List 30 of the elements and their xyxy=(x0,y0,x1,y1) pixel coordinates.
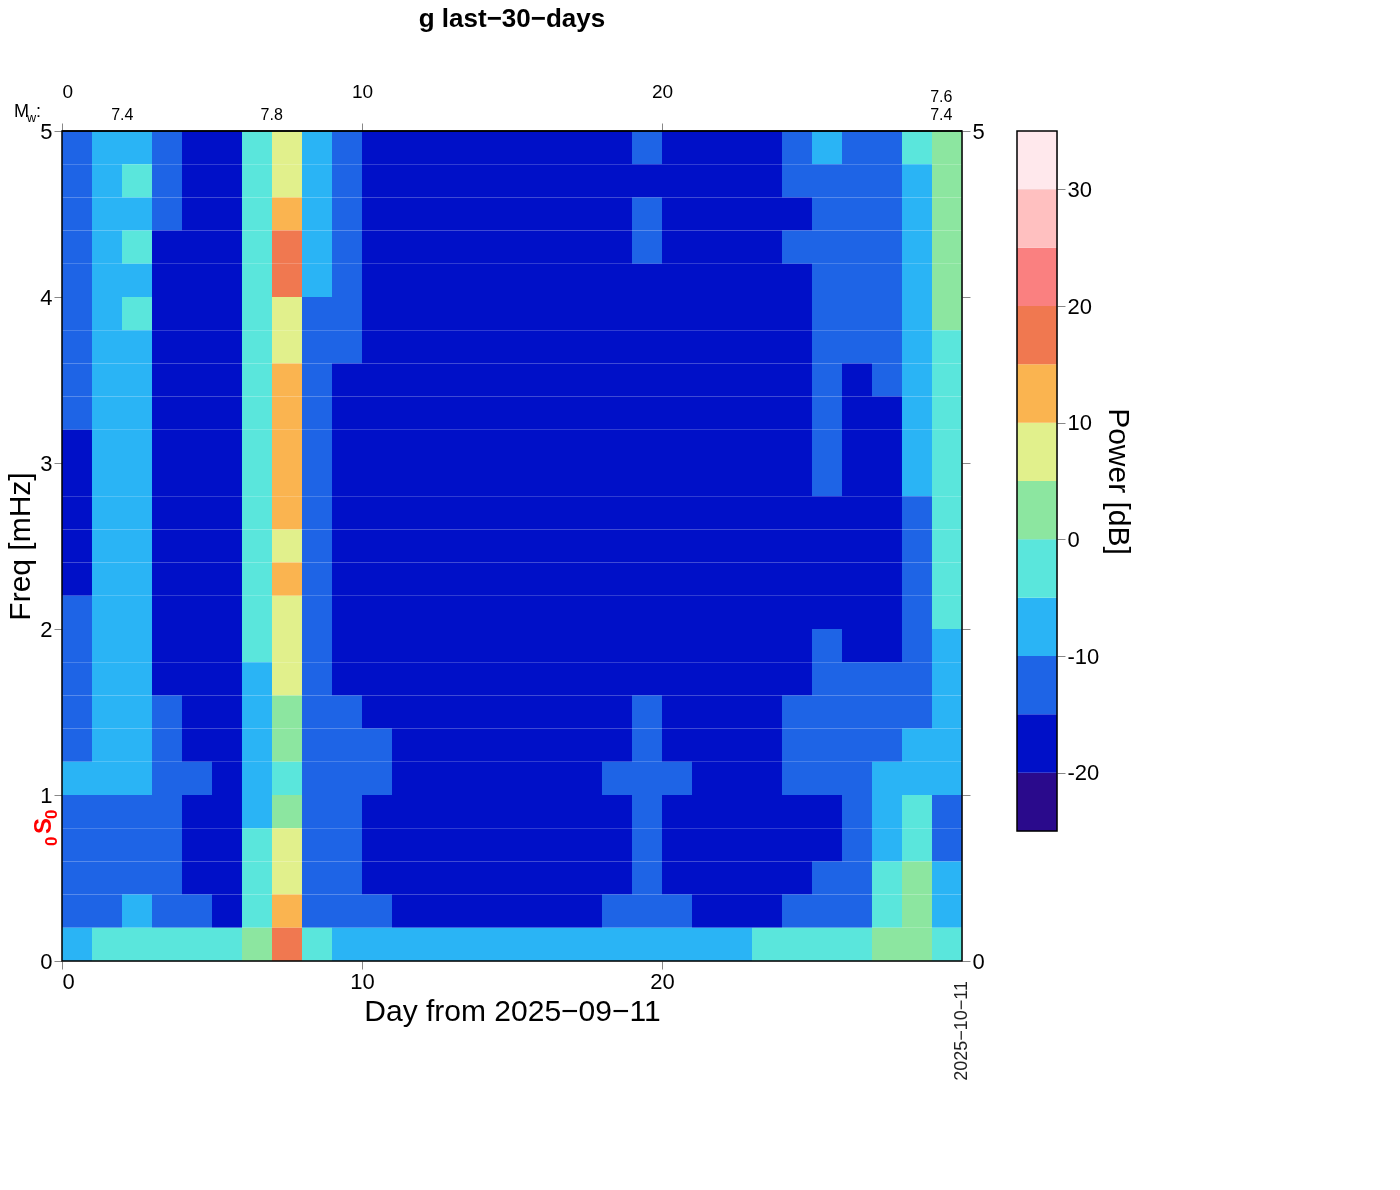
x2-tick-label: 0 xyxy=(62,80,74,102)
y-tick-label: 1 xyxy=(40,782,53,808)
x-tick-label: 20 xyxy=(650,968,675,994)
y-tick-label: 5 xyxy=(40,118,53,144)
color-bar-label: 10 xyxy=(1067,410,1092,436)
chart-title: g last−30−days xyxy=(418,3,606,33)
y-tick-label: 0 xyxy=(40,948,53,974)
color-bar-label: 0 xyxy=(1067,526,1080,552)
x-axis-title: Day from 2025−09−11 xyxy=(364,993,661,1027)
y-tick-label: 4 xyxy=(40,284,53,310)
y-axis-title: Freq [mHz] xyxy=(3,472,37,621)
color-bar-label: 20 xyxy=(1067,293,1092,319)
color-bar-label: -20 xyxy=(1067,760,1100,786)
y2-tick-label: 5 xyxy=(972,118,985,144)
text: 7.4 xyxy=(930,106,953,123)
text: 7.4 xyxy=(111,106,134,123)
x-tick-label: 10 xyxy=(350,968,375,994)
color-bar-label: 30 xyxy=(1067,176,1092,202)
x2-tick-label: 20 xyxy=(651,80,674,102)
y-tick-label: 3 xyxy=(40,450,53,476)
text: 2025−10−11 xyxy=(951,981,971,1081)
y2-tick-label: 0 xyxy=(972,948,985,974)
x-tick-label: 0 xyxy=(62,968,75,994)
color-bar-label: -10 xyxy=(1067,643,1100,669)
x2-tick-label: 10 xyxy=(351,80,374,102)
text: 0S0 xyxy=(29,809,61,846)
y-tick-label: 2 xyxy=(40,616,53,642)
text: 7.6 xyxy=(930,88,953,105)
text: 7.8 xyxy=(260,106,283,123)
color-bar-title: Power [dB] xyxy=(1103,408,1137,555)
